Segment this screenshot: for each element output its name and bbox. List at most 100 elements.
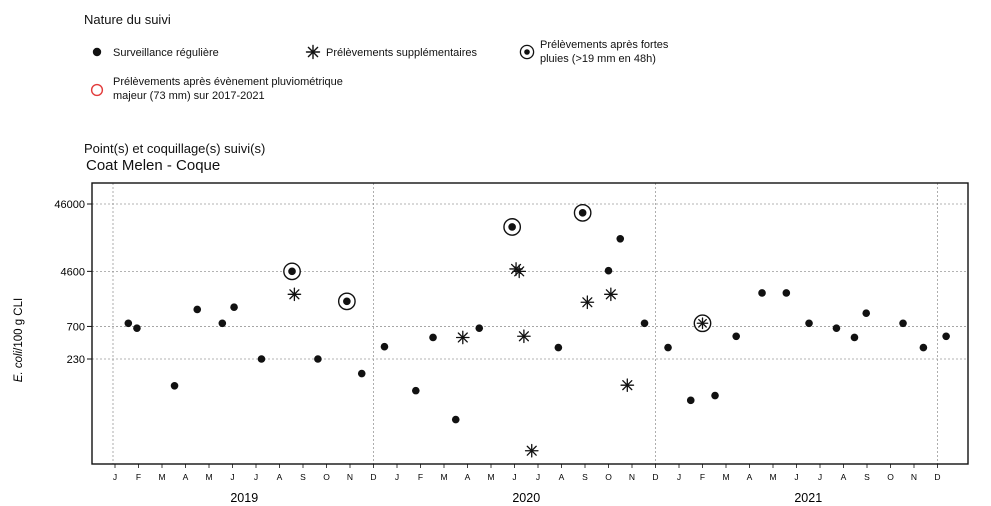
- month-label: S: [300, 472, 306, 482]
- month-label: A: [841, 472, 847, 482]
- plot-frame: [91, 182, 969, 465]
- month-label: O: [605, 472, 612, 482]
- regular-sample-point: [357, 369, 366, 378]
- month-label: A: [465, 472, 471, 482]
- regular-sample-point: [475, 324, 484, 332]
- month-label: N: [911, 472, 917, 482]
- regular-sample-point: [862, 309, 871, 318]
- y-tick-label: 700: [67, 321, 85, 333]
- month-label: F: [700, 472, 705, 482]
- month-label: J: [113, 472, 117, 482]
- month-label: O: [323, 472, 330, 482]
- rain-sample-point: [573, 203, 592, 222]
- month-label: M: [205, 472, 212, 482]
- month-label: J: [677, 472, 681, 482]
- month-label: D: [370, 472, 376, 482]
- month-label: M: [440, 472, 447, 482]
- regular-sample-point: [686, 396, 695, 405]
- legend-item-supplementary: Prélèvements supplémentaires: [326, 47, 478, 59]
- regular-sample-point: [640, 319, 649, 328]
- red-ring-icon: [90, 83, 104, 97]
- section-title: Point(s) et coquillage(s) suivi(s): [84, 141, 266, 156]
- month-label: N: [347, 472, 353, 482]
- month-label: M: [722, 472, 729, 482]
- regular-sample-point: [429, 333, 437, 342]
- target-ring-icon: [519, 44, 535, 60]
- legend-title: Nature du suivi: [84, 12, 171, 27]
- month-label: A: [183, 472, 189, 482]
- month-label: J: [536, 472, 540, 482]
- legend-item-major-rain: Prélèvements après évènement pluviométri…: [113, 75, 343, 103]
- regular-sample-point: [805, 319, 813, 328]
- regular-sample-point: [732, 332, 740, 341]
- regular-sample-point: [758, 289, 766, 297]
- y-axis-label: E. coli/100 g CLI: [13, 298, 25, 382]
- year-label: 2021: [794, 491, 822, 505]
- regular-sample-point: [942, 332, 950, 341]
- regular-sample-point: [412, 386, 420, 395]
- regular-sample-point: [230, 303, 238, 312]
- month-label: J: [230, 472, 234, 482]
- month-label: M: [158, 472, 165, 482]
- month-label: D: [934, 472, 940, 482]
- rain-sample-point: [693, 314, 712, 333]
- y-tick-label: 4600: [61, 266, 85, 278]
- axes: 46000 4600 700 230 J F M A M J J A S O N D J F M A M J J A S O N D J…: [54, 199, 940, 505]
- supplementary-sample-point: [604, 287, 618, 302]
- month-label: S: [864, 472, 870, 482]
- month-label: F: [418, 472, 423, 482]
- supplementary-sample-point: [455, 330, 470, 345]
- regular-sample-point: [782, 289, 791, 297]
- legend-item-regular: Surveillance régulière: [113, 47, 219, 59]
- regular-sample-point: [616, 235, 625, 243]
- asterisk-icon: [305, 44, 321, 60]
- month-label: M: [769, 472, 776, 482]
- month-label: A: [277, 472, 283, 482]
- rain-sample-point: [503, 218, 522, 236]
- month-label: S: [582, 472, 588, 482]
- regular-sample-point: [124, 319, 133, 328]
- legend-item-rain: Prélèvements après fortes pluies (>19 mm…: [540, 38, 668, 66]
- legend-item-rain-line2: pluies (>19 mm en 48h): [540, 53, 656, 65]
- regular-sample-point: [314, 355, 322, 363]
- regular-sample-point: [554, 343, 563, 352]
- legend-item-rain-line1: Prélèvements après fortes: [540, 39, 669, 51]
- y-tick-label: 230: [67, 354, 85, 366]
- month-label: J: [254, 472, 258, 482]
- y-tick-label: 46000: [54, 199, 85, 211]
- regular-sample-point: [899, 319, 907, 328]
- year-label: 2020: [512, 491, 540, 505]
- month-label: J: [794, 472, 798, 482]
- month-label: J: [818, 472, 822, 482]
- supplementary-sample-point: [512, 264, 527, 279]
- year-label: 2019: [230, 491, 258, 505]
- month-label: A: [559, 472, 565, 482]
- legend-item-major-rain-line2: majeur (73 mm) sur 2017-2021: [113, 90, 265, 102]
- regular-sample-point: [133, 324, 141, 332]
- rain-sample-point: [337, 292, 356, 311]
- regular-sample-point: [664, 343, 672, 352]
- regular-sample-point: [919, 343, 928, 352]
- supplementary-sample-point: [580, 295, 595, 310]
- month-label: D: [652, 472, 658, 482]
- month-label: O: [887, 472, 894, 482]
- data-points: [124, 203, 950, 458]
- grid: [92, 183, 968, 464]
- month-label: J: [395, 472, 399, 482]
- rain-sample-point: [283, 262, 301, 281]
- regular-sample-point: [832, 324, 841, 332]
- month-label: J: [512, 472, 516, 482]
- supplementary-sample-point: [524, 443, 539, 458]
- regular-sample-point: [850, 333, 859, 342]
- regular-sample-point: [711, 391, 719, 400]
- regular-sample-point: [170, 382, 179, 390]
- supplementary-sample-point: [620, 378, 635, 393]
- month-label: A: [747, 472, 753, 482]
- dot-icon: [92, 47, 102, 57]
- site-name: Coat Melen - Coque: [86, 157, 221, 174]
- regular-sample-point: [193, 305, 202, 314]
- supplementary-sample-point: [517, 329, 531, 344]
- month-label: N: [629, 472, 635, 482]
- legend-item-major-rain-line1: Prélèvements après évènement pluviométri…: [113, 76, 343, 88]
